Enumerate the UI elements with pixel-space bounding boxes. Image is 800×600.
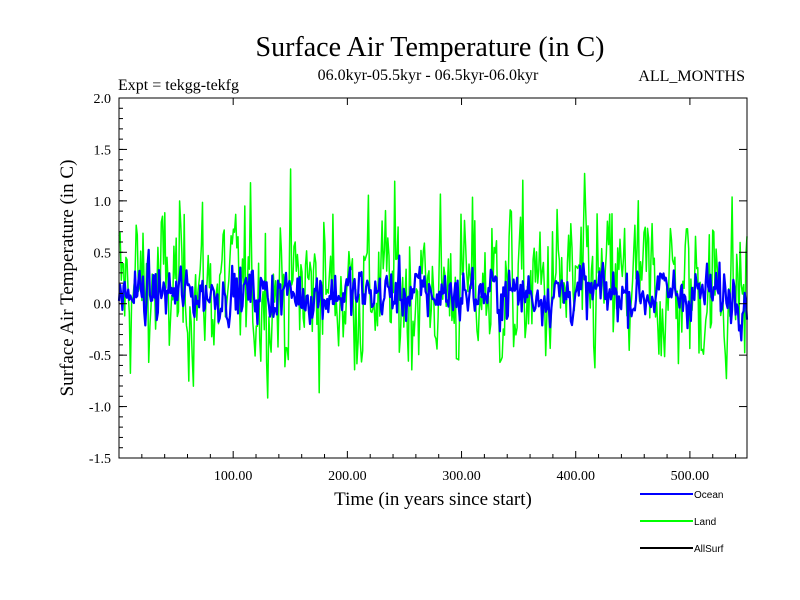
y-tick-label: -1.0 xyxy=(89,401,111,416)
legend-label-ocean: Ocean xyxy=(694,490,723,501)
chart-title: Surface Air Temperature (in C) xyxy=(256,32,605,63)
legend: Ocean Land AllSurf xyxy=(640,490,724,555)
legend-label-allsurf: AllSurf xyxy=(694,544,724,555)
y-tick-label: -1.5 xyxy=(89,452,111,467)
months-label: ALL_MONTHS xyxy=(638,68,745,85)
series-line-land xyxy=(118,168,748,399)
experiment-label: Expt = tekgg-tekfg xyxy=(118,77,239,94)
y-tick-label: 1.0 xyxy=(94,195,112,210)
y-tick-label: -0.5 xyxy=(89,349,111,364)
x-tick-label: 200.00 xyxy=(328,469,367,484)
y-axis-label: Surface Air Temperature (in C) xyxy=(57,160,78,397)
y-tick-label: 2.0 xyxy=(94,92,112,107)
plot-frame xyxy=(118,97,748,459)
ticks-layer: 100.00 200.00 300.00 400.00 500.00 -1.5 -1.0 -0… xyxy=(89,92,747,484)
x-tick-label: 400.00 xyxy=(556,469,595,484)
y-tick-label: 0.0 xyxy=(94,298,112,313)
x-tick-label: 100.00 xyxy=(214,469,253,484)
period-label: 06.0kyr-05.5kyr - 06.5kyr-06.0kyr xyxy=(318,67,539,84)
x-axis-label: Time (in years since start) xyxy=(334,489,532,510)
x-tick-label: 500.00 xyxy=(671,469,710,484)
legend-label-land: Land xyxy=(694,517,716,528)
y-tick-label: 1.5 xyxy=(94,143,112,158)
series-line-ocean xyxy=(117,248,749,342)
y-tick-label: 0.5 xyxy=(94,246,112,261)
series-layer xyxy=(117,168,749,399)
x-tick-label: 300.00 xyxy=(442,469,481,484)
plot-area: 100.00 200.00 300.00 400.00 500.00 -1.5 -1.0 -0… xyxy=(89,92,749,484)
